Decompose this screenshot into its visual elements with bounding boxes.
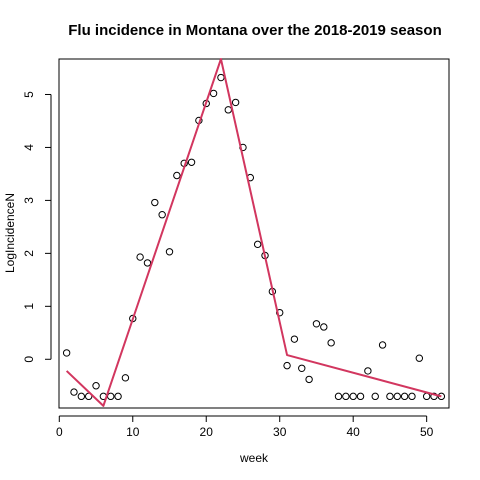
x-tick-label: 0 <box>56 425 63 439</box>
data-point <box>364 367 372 375</box>
y-axis: 0 1 2 3 4 5 <box>22 91 52 363</box>
x-tick-label: 30 <box>273 425 287 439</box>
scatter-points <box>62 73 446 401</box>
data-point <box>165 248 174 256</box>
data-point <box>143 259 152 267</box>
y-tick-label: 5 <box>22 91 36 98</box>
data-point <box>121 374 130 382</box>
data-point <box>283 361 291 370</box>
x-tick-label: 40 <box>347 425 361 439</box>
data-point <box>253 240 262 249</box>
data-point <box>298 364 306 372</box>
y-tick-label: 3 <box>22 197 36 204</box>
data-point <box>320 323 328 331</box>
y-tick-label: 1 <box>22 303 36 310</box>
x-axis: 0 10 20 30 40 50 <box>56 415 434 439</box>
data-point <box>415 354 424 362</box>
x-tick-label: 10 <box>126 425 140 439</box>
data-point <box>342 392 350 401</box>
data-point <box>290 335 299 343</box>
data-point <box>70 388 78 396</box>
data-point <box>312 320 321 328</box>
data-point <box>334 392 343 401</box>
x-tick-label: 20 <box>200 425 214 439</box>
y-axis-label: LogIncidenceN <box>3 193 17 273</box>
data-point <box>408 392 416 401</box>
data-point <box>349 392 357 401</box>
data-point <box>393 392 401 401</box>
data-point <box>400 392 409 401</box>
data-point <box>371 392 379 401</box>
data-point <box>158 210 166 219</box>
y-tick-label: 4 <box>22 144 36 151</box>
data-point <box>386 392 394 401</box>
data-point <box>114 392 122 401</box>
data-point <box>378 341 387 349</box>
fit-line <box>65 58 442 407</box>
data-point <box>151 198 159 207</box>
data-point <box>92 382 100 390</box>
data-point <box>276 308 284 317</box>
data-point <box>77 392 86 401</box>
data-point <box>430 392 438 401</box>
chart-title: Flu incidence in Montana over the 2018-2… <box>68 22 441 39</box>
y-tick-label: 0 <box>22 356 36 363</box>
data-point <box>327 339 335 347</box>
plot-frame <box>58 58 450 409</box>
fit-line-layer <box>65 58 442 407</box>
data-point <box>305 375 313 384</box>
data-point <box>209 89 218 98</box>
x-axis-label: week <box>239 451 269 465</box>
data-point <box>356 392 365 401</box>
data-point <box>173 171 181 180</box>
y-tick-label: 2 <box>22 250 36 257</box>
data-point <box>136 253 144 261</box>
data-point <box>231 98 240 107</box>
data-point <box>187 158 196 166</box>
data-point <box>62 349 71 357</box>
x-tick-label: 50 <box>420 425 434 439</box>
